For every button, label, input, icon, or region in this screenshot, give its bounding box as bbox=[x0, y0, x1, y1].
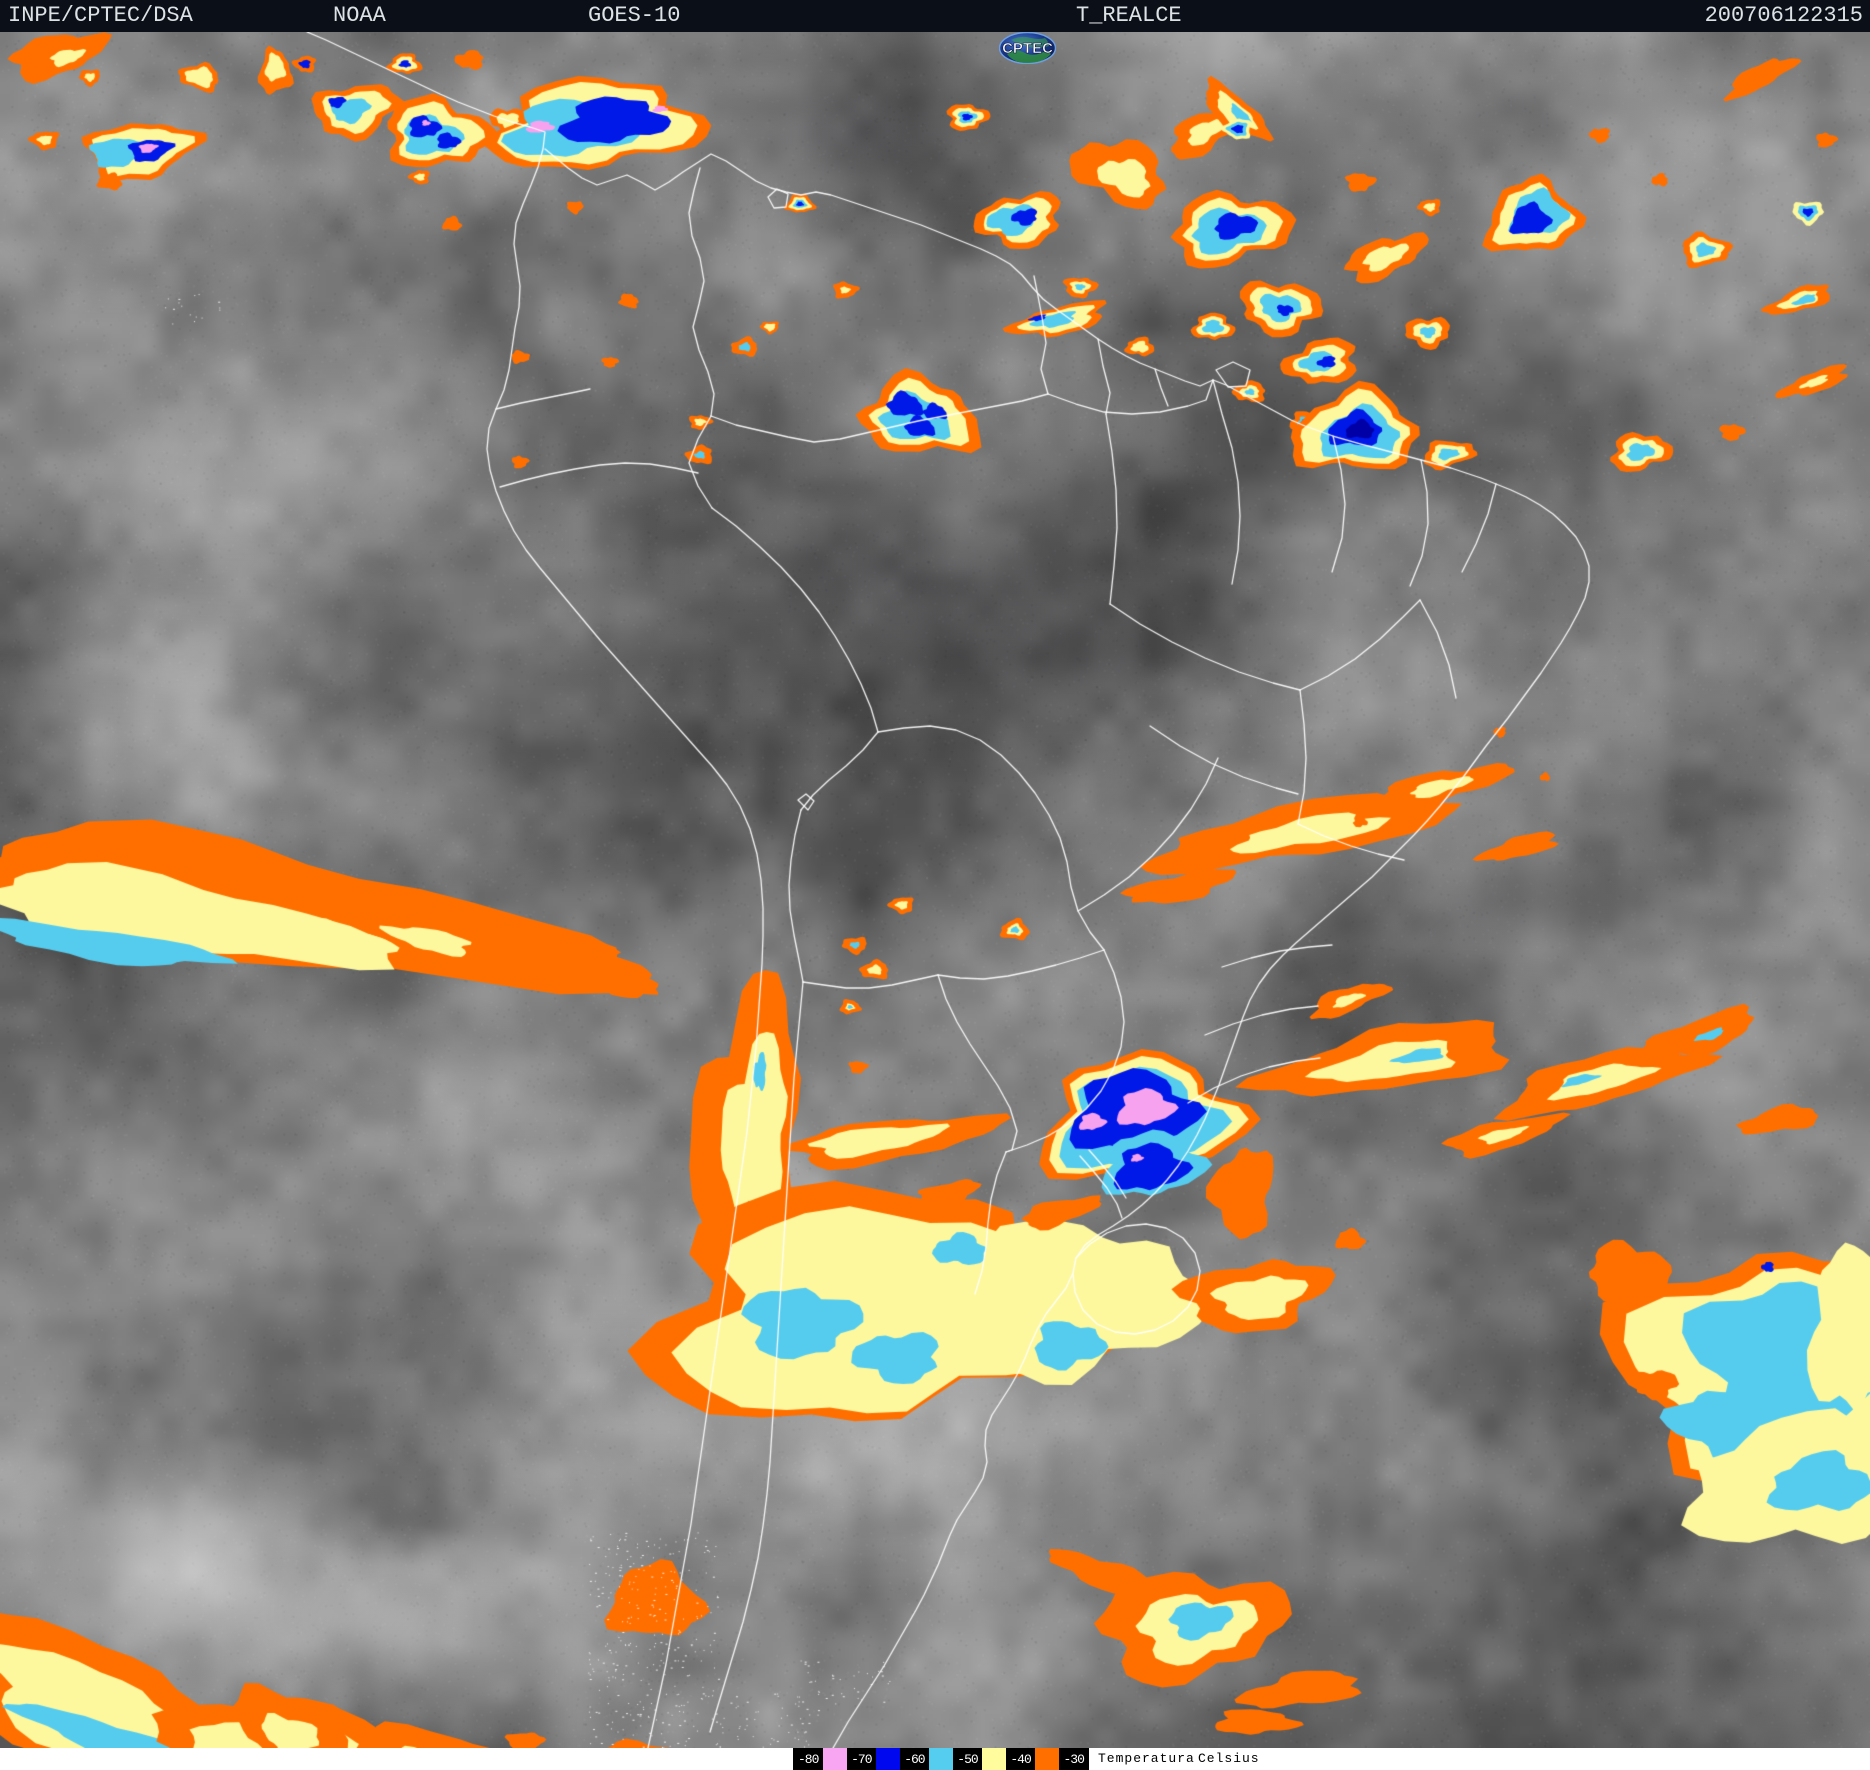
legend-label: -40 bbox=[1010, 1751, 1031, 1767]
satellite-label: GOES-10 bbox=[588, 3, 681, 28]
legend-label: -50 bbox=[957, 1751, 978, 1767]
legend-swatch bbox=[982, 1748, 1007, 1770]
legend-swatch bbox=[1035, 1748, 1060, 1770]
program-label: NOAA bbox=[333, 3, 386, 28]
legend-bar: -80 -70 -60 -50 -40 -30 Temperatura Celsius bbox=[0, 1748, 1870, 1770]
legend-label: -80 bbox=[798, 1751, 819, 1767]
temperature-legend: -80 -70 -60 -50 -40 -30 bbox=[793, 1748, 1089, 1770]
product-label: T_REALCE bbox=[1076, 3, 1182, 28]
legend-swatch bbox=[822, 1748, 847, 1770]
title-bar: INPE/CPTEC/DSA NOAA GOES-10 CPTEC T_REAL… bbox=[0, 0, 1870, 65]
legend-swatch bbox=[928, 1748, 953, 1770]
satellite-map bbox=[0, 32, 1870, 1748]
legend-label: -70 bbox=[851, 1751, 872, 1767]
cptec-logo-text: CPTEC bbox=[1002, 40, 1053, 57]
legend-unit: Celsius bbox=[1198, 1751, 1260, 1766]
timestamp-label: 200706122315 bbox=[1704, 3, 1863, 28]
legend-swatch bbox=[875, 1748, 900, 1770]
cptec-logo-icon: CPTEC bbox=[920, 0, 1057, 65]
agency-label: INPE/CPTEC/DSA bbox=[8, 3, 193, 28]
legend-title: Temperatura bbox=[1098, 1751, 1195, 1766]
legend-label: -30 bbox=[1063, 1751, 1084, 1767]
legend-label: -60 bbox=[904, 1751, 925, 1767]
